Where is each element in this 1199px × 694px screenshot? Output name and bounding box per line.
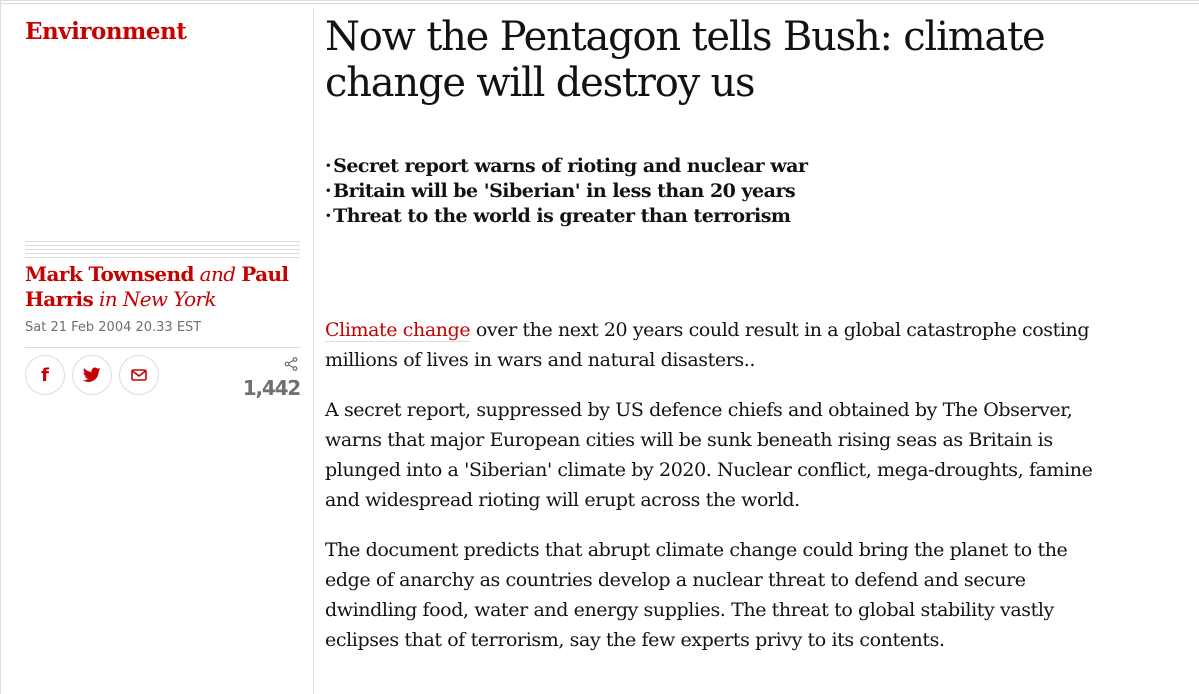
- share-facebook-button[interactable]: f: [25, 355, 65, 395]
- body-paragraph: A secret report, suppressed by US defenc…: [325, 399, 1093, 511]
- standfirst-item: Threat to the world is greater than terr…: [325, 204, 1125, 229]
- climate-change-link[interactable]: Climate change: [325, 319, 471, 342]
- email-icon: [131, 369, 147, 381]
- twitter-icon: [83, 367, 101, 382]
- body-paragraph-text: over the next 20 years could result in a…: [325, 319, 1090, 371]
- article-body: Climate change over the next 20 years co…: [325, 315, 1115, 675]
- meta-divider: [25, 347, 300, 348]
- byline-joiner: and: [199, 262, 236, 286]
- byline-location: in New York: [98, 287, 217, 311]
- share-email-button[interactable]: [119, 355, 159, 395]
- byline: Mark Townsend and Paul Harris in New Yor…: [25, 262, 305, 312]
- author-link[interactable]: Paul Harris: [25, 262, 289, 311]
- body-paragraph: The document predicts that abrupt climat…: [325, 539, 1068, 651]
- byline-rules: [25, 241, 300, 259]
- share-count: 1,442: [242, 376, 301, 400]
- standfirst-item: Secret report warns of rioting and nucle…: [325, 154, 1125, 179]
- left-border: [0, 0, 1, 694]
- column-divider: [313, 8, 314, 694]
- section-link[interactable]: Environment: [25, 18, 187, 45]
- standfirst-item: Britain will be 'Siberian' in less than …: [325, 179, 1125, 204]
- body-paragraph: Climate change over the next 20 years co…: [325, 315, 1115, 375]
- headline: Now the Pentagon tells Bush: climate cha…: [325, 14, 1046, 106]
- share-icon: [284, 357, 298, 371]
- facebook-icon: f: [41, 364, 49, 386]
- top-rule: [0, 0, 1199, 4]
- dateline: Sat 21 Feb 2004 20.33 EST: [25, 320, 202, 335]
- standfirst: Secret report warns of rioting and nucle…: [325, 154, 1125, 229]
- author-link[interactable]: Mark Townsend: [25, 262, 194, 286]
- share-twitter-button[interactable]: [72, 355, 112, 395]
